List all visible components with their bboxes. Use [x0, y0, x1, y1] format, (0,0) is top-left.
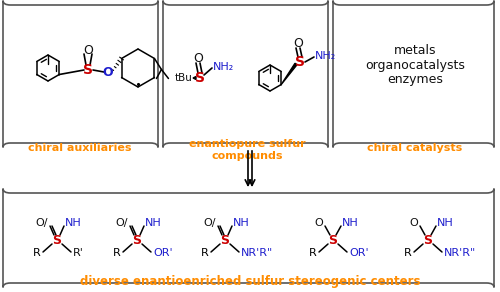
Polygon shape [193, 77, 196, 79]
Polygon shape [282, 63, 297, 84]
Text: tBu: tBu [175, 73, 193, 83]
Text: NR'R": NR'R" [444, 248, 476, 258]
Text: chiral catalysts: chiral catalysts [368, 143, 462, 153]
Text: NR'R": NR'R" [241, 248, 273, 258]
Text: S: S [220, 234, 230, 246]
Text: O/: O/ [36, 218, 48, 228]
FancyBboxPatch shape [333, 1, 494, 147]
Text: NH₂: NH₂ [315, 51, 336, 61]
Text: chiral auxiliaries: chiral auxiliaries [28, 143, 132, 153]
Text: R: R [404, 248, 412, 258]
Text: S: S [424, 234, 432, 246]
Text: S: S [195, 71, 205, 85]
Text: NH: NH [342, 218, 359, 228]
Text: enantiopure sulfur
compounds: enantiopure sulfur compounds [188, 139, 306, 161]
Text: R: R [33, 248, 41, 258]
FancyBboxPatch shape [163, 1, 328, 147]
Text: O: O [83, 44, 93, 58]
Text: R: R [201, 248, 209, 258]
Text: R: R [309, 248, 317, 258]
Text: NH: NH [233, 218, 250, 228]
Text: S: S [52, 234, 62, 246]
Text: NH₂: NH₂ [213, 62, 234, 72]
Text: S: S [328, 234, 338, 246]
Text: S: S [132, 234, 141, 246]
Text: O: O [409, 218, 418, 228]
Text: O: O [193, 53, 203, 65]
Text: S: S [83, 63, 93, 77]
Text: O/: O/ [204, 218, 216, 228]
Text: NH: NH [437, 218, 454, 228]
Text: OR': OR' [153, 248, 172, 258]
Text: O/: O/ [116, 218, 128, 228]
Text: O: O [102, 65, 114, 79]
Text: S: S [295, 55, 305, 69]
FancyBboxPatch shape [3, 189, 494, 287]
Text: diverse enantioenriched sulfur stereogenic centers: diverse enantioenriched sulfur stereogen… [80, 275, 420, 288]
Text: metals
organocatalysts
enzymes: metals organocatalysts enzymes [365, 44, 465, 86]
Text: R': R' [73, 248, 84, 258]
Text: R: R [113, 248, 121, 258]
Text: OR': OR' [349, 248, 368, 258]
Text: O: O [293, 37, 303, 51]
FancyBboxPatch shape [3, 1, 158, 147]
Text: NH: NH [145, 218, 162, 228]
Text: O: O [314, 218, 323, 228]
Text: NH: NH [65, 218, 82, 228]
